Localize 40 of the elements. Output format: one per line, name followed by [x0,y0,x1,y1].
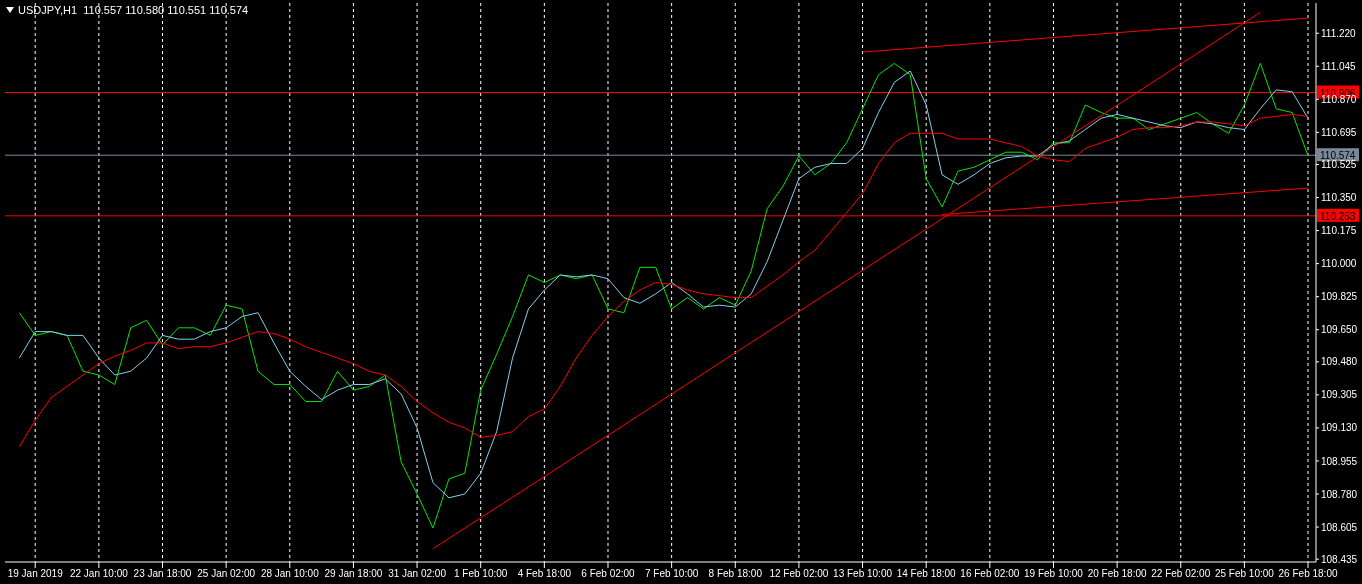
y-tick-label: 110.000 [1321,258,1357,270]
y-tick-label: 108.435 [1321,553,1358,565]
x-tick-label: 25 Feb 10:00 [1214,568,1275,580]
x-tick-label: 12 Feb 02:00 [769,568,829,580]
x-tick-label: 28 Jan 10:00 [260,568,320,580]
x-tick-label: 13 Feb 10:00 [833,568,893,580]
x-tick-label: 22 Jan 10:00 [69,568,129,580]
y-tick-label: 108.780 [1321,488,1358,500]
y-tick-label: 110.695 [1321,126,1357,138]
y-tick-label: 110.525 [1321,159,1357,171]
y-tick-label: 109.480 [1321,356,1358,368]
y-tick-label: 110.350 [1321,192,1357,204]
ref-line-label: 110.253 [1320,210,1356,222]
x-tick-label: 1 Feb 10:00 [454,568,508,580]
x-tick-label: 16 Feb 02:00 [960,568,1020,580]
y-tick-label: 109.825 [1321,291,1358,303]
chart-title: USDJPY,H1 110.557 110.580 110.551 110.574 [18,4,249,16]
y-tick-label: 108.955 [1321,455,1358,467]
y-tick-label: 109.130 [1321,422,1358,434]
y-tick-label: 111.220 [1321,27,1357,39]
x-tick-label: 6 Feb 02:00 [581,568,636,580]
y-tick-label: 108.605 [1321,521,1358,533]
y-tick-label: 110.175 [1321,225,1357,237]
y-tick-label: 109.305 [1321,389,1358,401]
x-tick-label: 14 Feb 18:00 [896,568,957,580]
x-tick-label: 22 Feb 02:00 [1151,568,1211,580]
x-tick-label: 23 Jan 18:00 [133,568,192,580]
x-tick-label: 4 Feb 18:00 [517,568,572,580]
y-tick-label: 109.650 [1321,324,1358,336]
x-tick-label: 25 Jan 02:00 [197,568,256,580]
x-tick-label: 26 Feb 18:00 [1278,568,1338,580]
x-tick-label: 19 Feb 10:00 [1024,568,1084,580]
x-tick-label: 19 Jan 2019 [7,568,64,580]
y-tick-label: 111.045 [1321,60,1357,72]
x-tick-label: 7 Feb 10:00 [644,568,699,580]
x-tick-label: 31 Jan 02:00 [388,568,447,580]
x-tick-label: 8 Feb 18:00 [708,568,763,580]
ref-line-label: 110.574 [1320,150,1356,162]
x-tick-label: 20 Feb 18:00 [1087,568,1148,580]
x-tick-label: 29 Jan 18:00 [324,568,383,580]
